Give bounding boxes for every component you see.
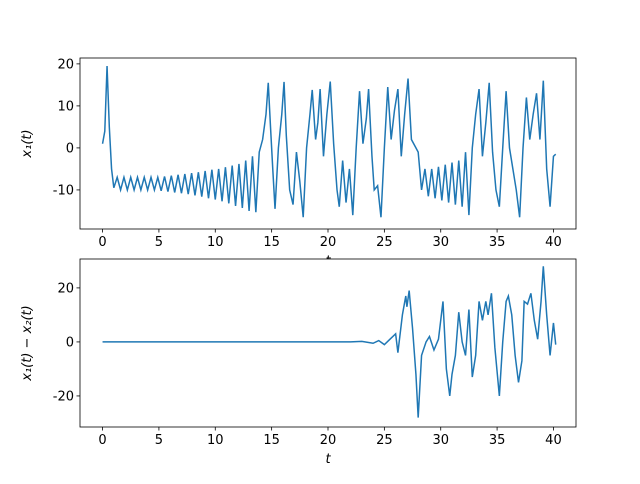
x-tick-label: 15 — [263, 433, 280, 448]
x-tick-label: 25 — [376, 235, 393, 250]
x-tick-label: 30 — [432, 235, 449, 250]
x-tick-label: 0 — [98, 433, 106, 448]
x-tick-label: 35 — [489, 433, 506, 448]
x-tick-label: 5 — [155, 433, 163, 448]
y-tick-label: -20 — [53, 389, 74, 404]
y-tick-label: 10 — [57, 99, 74, 114]
x-tick-label: 15 — [263, 235, 280, 250]
data-line — [101, 65, 557, 218]
x-axis-label: t — [325, 452, 331, 467]
axes-background — [80, 58, 576, 229]
x-tick-label: 30 — [432, 433, 449, 448]
x-tick-label: 10 — [207, 433, 224, 448]
y-tick-label: 20 — [57, 281, 74, 296]
x-tick-label: 0 — [98, 235, 106, 250]
x-tick-label: 35 — [489, 235, 506, 250]
y-axis-label: x₁(t) − x₂(t) — [20, 305, 35, 381]
y-tick-label: 0 — [66, 335, 74, 350]
x-tick-label: 25 — [376, 433, 393, 448]
y-axis-label: x₁(t) — [20, 129, 35, 158]
x-tick-label: 10 — [207, 235, 224, 250]
x-tick-label: 40 — [545, 235, 562, 250]
y-tick-label: 20 — [57, 57, 74, 72]
x-tick-label: 40 — [545, 433, 562, 448]
axes-background — [80, 259, 576, 427]
y-tick-label: 0 — [66, 141, 74, 156]
y-tick-label: -10 — [53, 183, 74, 198]
x-tick-label: 5 — [155, 235, 163, 250]
data-line — [102, 266, 557, 418]
x-tick-label: 20 — [320, 433, 337, 448]
x-tick-label: 20 — [320, 235, 337, 250]
